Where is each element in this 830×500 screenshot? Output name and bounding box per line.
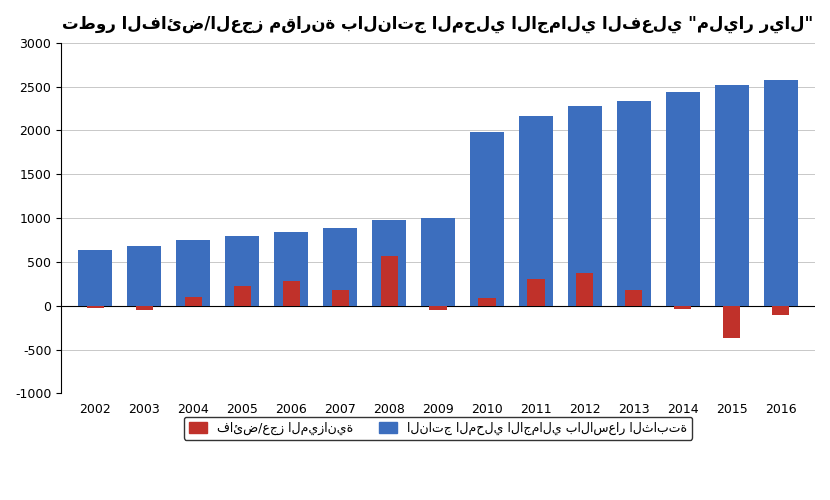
Bar [87,306,104,308]
Bar [274,232,308,306]
Title: تطور الفائض/العجز مقارنة بالناتج المحلي الاجمالي الفعلي "مليار ريال": تطور الفائض/العجز مقارنة بالناتج المحلي … [62,15,813,33]
Bar [429,306,447,310]
Bar [380,256,398,306]
Bar [764,80,798,306]
Bar [372,220,406,306]
Bar [176,240,211,306]
Bar [136,306,153,310]
Bar [478,298,496,306]
Bar [185,297,202,306]
Bar [772,306,789,314]
Bar [625,290,642,306]
Bar [283,281,300,306]
Bar [470,132,504,306]
Bar [323,228,357,306]
Bar [617,100,651,306]
Bar [723,306,740,338]
Bar [225,236,259,306]
Bar [527,280,544,306]
Bar [127,246,162,306]
Bar [666,92,700,306]
Bar [674,306,691,309]
Bar [234,286,251,306]
Bar [421,218,455,306]
Bar [331,290,349,306]
Bar [568,106,602,306]
Bar [715,85,749,306]
Bar [576,274,593,306]
Bar [519,116,553,306]
Bar [78,250,113,306]
Legend: فائض/عجز الميزانية, الناتج المحلي الاجمالي بالاسعار الثابتة: فائض/عجز الميزانية, الناتج المحلي الاجما… [183,416,692,440]
